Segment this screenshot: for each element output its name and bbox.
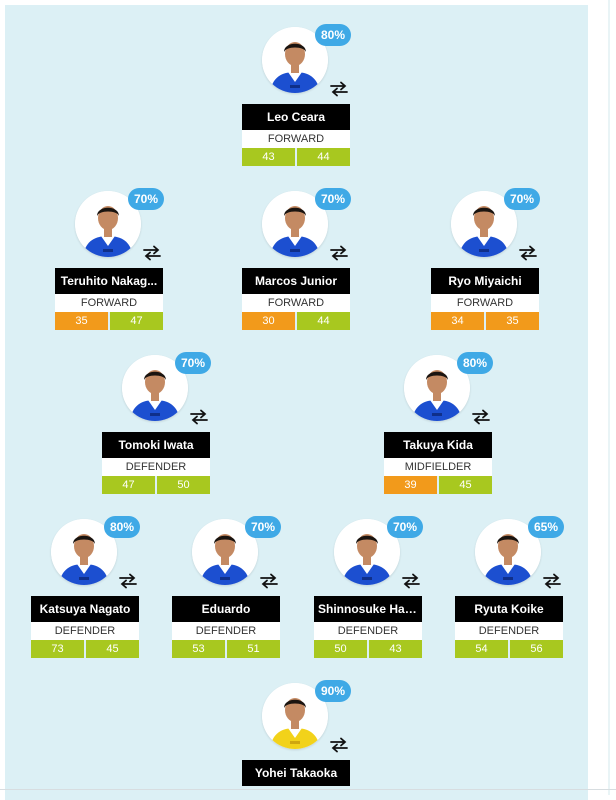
player-position: DEFENDER — [31, 622, 139, 640]
player-avatar[interactable] — [51, 519, 117, 585]
player-name[interactable]: Teruhito Nakag... — [55, 268, 163, 294]
player-name[interactable]: Takuya Kida — [384, 432, 492, 458]
rating-badge: 70% — [245, 516, 281, 538]
swap-icon[interactable] — [541, 573, 563, 589]
player-name[interactable]: Ryuta Koike — [455, 596, 563, 622]
player-position: FORWARD — [242, 294, 350, 312]
stat-stat1: 50 — [314, 640, 367, 658]
player-name[interactable]: Yohei Takaoka — [242, 760, 350, 786]
player-position: DEFENDER — [102, 458, 210, 476]
stat-stat1: 35 — [55, 312, 108, 330]
divider — [0, 789, 616, 790]
rating-badge: 70% — [175, 352, 211, 374]
player-stats: 34 35 — [431, 312, 539, 330]
player-position: FORWARD — [55, 294, 163, 312]
player-stats: 39 45 — [384, 476, 492, 494]
player-stats: 47 50 — [102, 476, 210, 494]
rating-badge: 70% — [387, 516, 423, 538]
stat-stat2: 47 — [110, 312, 163, 330]
player-avatar[interactable] — [451, 191, 517, 257]
player-stats: 73 45 — [31, 640, 139, 658]
player-stats: 54 56 — [455, 640, 563, 658]
swap-icon[interactable] — [328, 245, 350, 261]
player-name[interactable]: Marcos Junior — [242, 268, 350, 294]
swap-icon[interactable] — [470, 409, 492, 425]
swap-icon[interactable] — [188, 409, 210, 425]
stat-stat2: 44 — [297, 148, 350, 166]
stat-stat1: 43 — [242, 148, 295, 166]
player-avatar[interactable] — [475, 519, 541, 585]
stat-stat2: 56 — [510, 640, 563, 658]
stat-stat2: 35 — [486, 312, 539, 330]
player-name[interactable]: Ryo Miyaichi — [431, 268, 539, 294]
player-position: FORWARD — [242, 130, 350, 148]
swap-icon[interactable] — [400, 573, 422, 589]
stat-stat1: 73 — [31, 640, 84, 658]
player-name[interactable]: Eduardo — [172, 596, 280, 622]
stat-stat2: 50 — [157, 476, 210, 494]
player-position: MIDFIELDER — [384, 458, 492, 476]
swap-icon[interactable] — [258, 573, 280, 589]
player-name[interactable]: Tomoki Iwata — [102, 432, 210, 458]
stat-stat1: 54 — [455, 640, 508, 658]
rating-badge: 70% — [128, 188, 164, 210]
stat-stat1: 34 — [431, 312, 484, 330]
player-position: DEFENDER — [455, 622, 563, 640]
player-position: DEFENDER — [314, 622, 422, 640]
player-avatar[interactable] — [75, 191, 141, 257]
player-name[interactable]: Katsuya Nagato — [31, 596, 139, 622]
rating-badge: 65% — [528, 516, 564, 538]
player-stats: 50 43 — [314, 640, 422, 658]
page-edge — [608, 0, 610, 795]
swap-icon[interactable] — [141, 245, 163, 261]
player-stats: 35 47 — [55, 312, 163, 330]
stat-stat1: 47 — [102, 476, 155, 494]
stat-stat1: 39 — [384, 476, 437, 494]
player-position: DEFENDER — [172, 622, 280, 640]
player-avatar[interactable] — [262, 683, 328, 749]
player-stats: 30 44 — [242, 312, 350, 330]
player-name[interactable]: Shinnosuke Hat... — [314, 596, 422, 622]
player-stats: 53 51 — [172, 640, 280, 658]
player-position: FORWARD — [431, 294, 539, 312]
player-avatar[interactable] — [122, 355, 188, 421]
swap-icon[interactable] — [517, 245, 539, 261]
rating-badge: 80% — [104, 516, 140, 538]
stat-stat2: 44 — [297, 312, 350, 330]
player-name[interactable]: Leo Ceara — [242, 104, 350, 130]
rating-badge: 70% — [315, 188, 351, 210]
stat-stat1: 53 — [172, 640, 225, 658]
swap-icon[interactable] — [328, 81, 350, 97]
stat-stat2: 45 — [86, 640, 139, 658]
swap-icon[interactable] — [117, 573, 139, 589]
player-stats: 43 44 — [242, 148, 350, 166]
rating-badge: 80% — [315, 24, 351, 46]
rating-badge: 70% — [504, 188, 540, 210]
stat-stat2: 43 — [369, 640, 422, 658]
rating-badge: 80% — [457, 352, 493, 374]
stat-stat2: 45 — [439, 476, 492, 494]
swap-icon[interactable] — [328, 737, 350, 753]
rating-badge: 90% — [315, 680, 351, 702]
stat-stat2: 51 — [227, 640, 280, 658]
player-avatar[interactable] — [262, 191, 328, 257]
stat-stat1: 30 — [242, 312, 295, 330]
